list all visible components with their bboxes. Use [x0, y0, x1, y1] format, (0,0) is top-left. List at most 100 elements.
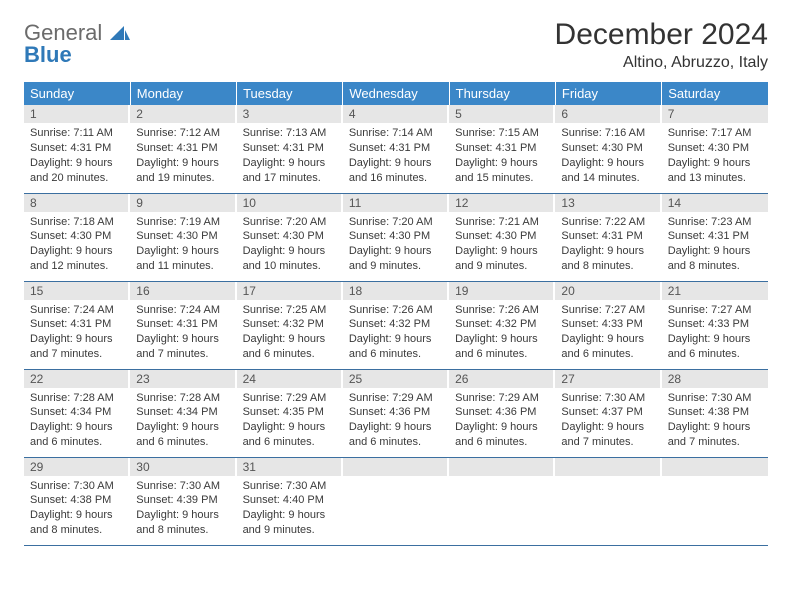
day-day2: and 8 minutes. [668, 259, 762, 274]
logo-sail-icon [110, 20, 130, 45]
day-sunrise: Sunrise: 7:30 AM [136, 479, 230, 494]
day-info: Sunrise: 7:22 AMSunset: 4:31 PMDaylight:… [555, 212, 661, 278]
calendar-day-cell: 22Sunrise: 7:28 AMSunset: 4:34 PMDayligh… [24, 369, 130, 457]
day-sunrise: Sunrise: 7:25 AM [243, 303, 337, 318]
day-sunset: Sunset: 4:33 PM [561, 317, 655, 332]
day-day1: Daylight: 9 hours [668, 332, 762, 347]
day-info: Sunrise: 7:29 AMSunset: 4:36 PMDaylight:… [343, 388, 449, 454]
day-sunset: Sunset: 4:32 PM [243, 317, 337, 332]
day-day2: and 8 minutes. [30, 523, 124, 538]
day-number: 22 [24, 370, 130, 388]
day-day1: Daylight: 9 hours [243, 420, 337, 435]
day-day1: Daylight: 9 hours [243, 244, 337, 259]
calendar-week-row: 29Sunrise: 7:30 AMSunset: 4:38 PMDayligh… [24, 457, 768, 545]
calendar-day-cell: 18Sunrise: 7:26 AMSunset: 4:32 PMDayligh… [343, 281, 449, 369]
day-sunrise: Sunrise: 7:30 AM [30, 479, 124, 494]
calendar-day-cell: 9Sunrise: 7:19 AMSunset: 4:30 PMDaylight… [130, 193, 236, 281]
day-sunrise: Sunrise: 7:23 AM [668, 215, 762, 230]
day-day1: Daylight: 9 hours [349, 156, 443, 171]
day-sunrise: Sunrise: 7:21 AM [455, 215, 549, 230]
day-number-empty [343, 458, 449, 476]
day-sunset: Sunset: 4:31 PM [30, 317, 124, 332]
calendar-day-cell: 6Sunrise: 7:16 AMSunset: 4:30 PMDaylight… [555, 105, 661, 193]
day-day1: Daylight: 9 hours [136, 332, 230, 347]
day-number: 18 [343, 282, 449, 300]
day-sunrise: Sunrise: 7:29 AM [349, 391, 443, 406]
day-day2: and 6 minutes. [561, 347, 655, 362]
day-number: 1 [24, 105, 130, 123]
day-day2: and 19 minutes. [136, 171, 230, 186]
calendar-day-cell: 25Sunrise: 7:29 AMSunset: 4:36 PMDayligh… [343, 369, 449, 457]
day-sunset: Sunset: 4:37 PM [561, 405, 655, 420]
day-info: Sunrise: 7:30 AMSunset: 4:39 PMDaylight:… [130, 476, 236, 542]
day-number: 10 [237, 194, 343, 212]
day-sunset: Sunset: 4:35 PM [243, 405, 337, 420]
day-sunrise: Sunrise: 7:24 AM [136, 303, 230, 318]
day-day1: Daylight: 9 hours [668, 244, 762, 259]
day-sunset: Sunset: 4:30 PM [349, 229, 443, 244]
day-number-empty [662, 458, 768, 476]
day-info: Sunrise: 7:26 AMSunset: 4:32 PMDaylight:… [343, 300, 449, 366]
day-info: Sunrise: 7:11 AMSunset: 4:31 PMDaylight:… [24, 123, 130, 189]
day-info: Sunrise: 7:20 AMSunset: 4:30 PMDaylight:… [237, 212, 343, 278]
calendar-day-cell: 29Sunrise: 7:30 AMSunset: 4:38 PMDayligh… [24, 457, 130, 545]
day-day2: and 15 minutes. [455, 171, 549, 186]
day-sunrise: Sunrise: 7:22 AM [561, 215, 655, 230]
calendar-week-row: 1Sunrise: 7:11 AMSunset: 4:31 PMDaylight… [24, 105, 768, 193]
day-number: 9 [130, 194, 236, 212]
calendar-day-cell: 11Sunrise: 7:20 AMSunset: 4:30 PMDayligh… [343, 193, 449, 281]
day-day2: and 16 minutes. [349, 171, 443, 186]
calendar-day-cell: 12Sunrise: 7:21 AMSunset: 4:30 PMDayligh… [449, 193, 555, 281]
day-sunset: Sunset: 4:33 PM [668, 317, 762, 332]
day-sunrise: Sunrise: 7:20 AM [349, 215, 443, 230]
day-sunset: Sunset: 4:31 PM [561, 229, 655, 244]
day-info: Sunrise: 7:27 AMSunset: 4:33 PMDaylight:… [555, 300, 661, 366]
day-sunrise: Sunrise: 7:14 AM [349, 126, 443, 141]
weekday-header: Tuesday [237, 82, 343, 105]
day-day1: Daylight: 9 hours [668, 156, 762, 171]
day-day2: and 8 minutes. [561, 259, 655, 274]
calendar-week-row: 15Sunrise: 7:24 AMSunset: 4:31 PMDayligh… [24, 281, 768, 369]
day-day1: Daylight: 9 hours [561, 420, 655, 435]
day-day2: and 10 minutes. [243, 259, 337, 274]
day-info: Sunrise: 7:16 AMSunset: 4:30 PMDaylight:… [555, 123, 661, 189]
title-block: December 2024 Altino, Abruzzo, Italy [555, 18, 768, 72]
day-info: Sunrise: 7:28 AMSunset: 4:34 PMDaylight:… [24, 388, 130, 454]
day-day2: and 6 minutes. [455, 347, 549, 362]
calendar-day-cell: 2Sunrise: 7:12 AMSunset: 4:31 PMDaylight… [130, 105, 236, 193]
calendar-day-cell: 16Sunrise: 7:24 AMSunset: 4:31 PMDayligh… [130, 281, 236, 369]
day-number: 31 [237, 458, 343, 476]
day-sunrise: Sunrise: 7:17 AM [668, 126, 762, 141]
day-number: 6 [555, 105, 661, 123]
calendar-day-cell: 13Sunrise: 7:22 AMSunset: 4:31 PMDayligh… [555, 193, 661, 281]
day-day2: and 20 minutes. [30, 171, 124, 186]
weekday-header: Friday [555, 82, 661, 105]
day-day1: Daylight: 9 hours [30, 156, 124, 171]
day-sunset: Sunset: 4:32 PM [349, 317, 443, 332]
day-day2: and 6 minutes. [668, 347, 762, 362]
calendar-header-row: SundayMondayTuesdayWednesdayThursdayFrid… [24, 82, 768, 105]
day-number: 23 [130, 370, 236, 388]
calendar-day-cell [449, 457, 555, 545]
day-number: 7 [662, 105, 768, 123]
day-info: Sunrise: 7:12 AMSunset: 4:31 PMDaylight:… [130, 123, 236, 189]
day-number: 17 [237, 282, 343, 300]
day-sunset: Sunset: 4:31 PM [136, 317, 230, 332]
day-number: 30 [130, 458, 236, 476]
day-number: 14 [662, 194, 768, 212]
day-number: 3 [237, 105, 343, 123]
calendar-day-cell: 14Sunrise: 7:23 AMSunset: 4:31 PMDayligh… [662, 193, 768, 281]
day-info: Sunrise: 7:30 AMSunset: 4:38 PMDaylight:… [662, 388, 768, 454]
day-number: 27 [555, 370, 661, 388]
day-sunrise: Sunrise: 7:27 AM [668, 303, 762, 318]
day-day2: and 6 minutes. [243, 347, 337, 362]
day-info: Sunrise: 7:14 AMSunset: 4:31 PMDaylight:… [343, 123, 449, 189]
day-day1: Daylight: 9 hours [243, 156, 337, 171]
day-sunrise: Sunrise: 7:15 AM [455, 126, 549, 141]
calendar-body: 1Sunrise: 7:11 AMSunset: 4:31 PMDaylight… [24, 105, 768, 545]
day-sunrise: Sunrise: 7:27 AM [561, 303, 655, 318]
day-sunset: Sunset: 4:39 PM [136, 493, 230, 508]
day-sunset: Sunset: 4:31 PM [349, 141, 443, 156]
day-sunrise: Sunrise: 7:19 AM [136, 215, 230, 230]
day-day1: Daylight: 9 hours [349, 332, 443, 347]
